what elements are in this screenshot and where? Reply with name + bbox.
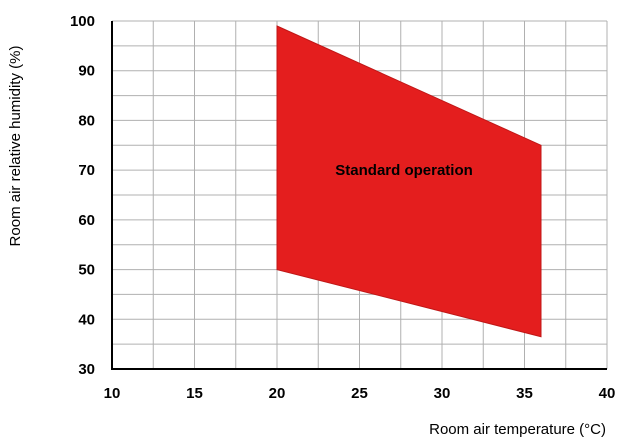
y-tick-label: 30 — [78, 361, 95, 378]
x-tick-label: 30 — [434, 385, 451, 402]
y-tick-labels: 30 40 50 60 70 80 90 100 — [70, 13, 95, 378]
x-tick-label: 10 — [104, 385, 121, 402]
y-tick-label: 80 — [78, 112, 95, 129]
x-tick-label: 25 — [351, 385, 368, 402]
y-tick-label: 40 — [78, 311, 95, 328]
x-tick-label: 15 — [186, 385, 203, 402]
annotations: Standard operation — [335, 162, 473, 179]
standard-operation-region — [276, 25, 542, 338]
operating-region-layer — [276, 25, 542, 338]
y-tick-label: 90 — [78, 63, 95, 80]
axes — [111, 21, 607, 370]
x-tick-label: 20 — [269, 385, 286, 402]
x-tick-label: 40 — [599, 385, 616, 402]
region-annotation-label: Standard operation — [335, 162, 473, 179]
y-tick-label: 50 — [78, 262, 95, 279]
x-axis-label: Room air temperature (°C) — [429, 421, 606, 438]
y-tick-label: 70 — [78, 162, 95, 179]
x-tick-labels: 10 15 20 25 30 35 40 — [104, 385, 616, 402]
y-axis-label: Room air relative humidity (%) — [7, 46, 24, 247]
x-tick-label: 35 — [516, 385, 533, 402]
y-tick-label: 100 — [70, 13, 95, 30]
y-tick-label: 60 — [78, 212, 95, 229]
